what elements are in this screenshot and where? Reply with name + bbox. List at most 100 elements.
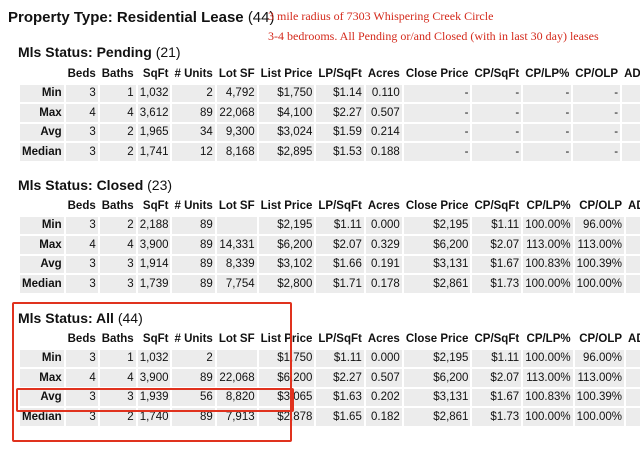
column-header: LP/SqFt	[316, 330, 364, 348]
cell: $1.66	[316, 255, 364, 273]
cell: -	[523, 123, 572, 141]
corner-cell	[20, 65, 64, 83]
cell: $1.71	[316, 275, 364, 293]
cell: 100.00%	[523, 275, 573, 293]
cell: 3,900	[137, 236, 171, 254]
cell: 8	[626, 275, 640, 293]
cell: $1,750	[258, 84, 315, 102]
cell: 0.182	[365, 408, 402, 426]
cell: -	[472, 84, 522, 102]
cell: $1.67	[472, 255, 522, 273]
row-label: Min	[20, 349, 64, 367]
cell: 9,300	[216, 123, 257, 141]
cell: 100.39%	[574, 255, 625, 273]
column-header: # Units	[172, 330, 215, 348]
column-header: Beds	[65, 197, 98, 215]
row-label: Median	[20, 275, 64, 293]
column-header: ADOM	[626, 197, 640, 215]
cell: 113.00%	[574, 369, 625, 387]
cell: 1	[99, 84, 136, 102]
column-header: CP/LP%	[523, 197, 573, 215]
data-row: Max 4 4 3,900 89 22,068 $6,200 $2.27 0.507 $6,200…	[20, 369, 640, 387]
cell: 4	[99, 104, 136, 122]
cell: 0.214	[365, 123, 402, 141]
column-header: List Price	[258, 330, 315, 348]
cell: 22,068	[216, 104, 257, 122]
cell: $1.67	[472, 388, 522, 406]
corner-cell	[20, 330, 64, 348]
cell: 2	[622, 84, 640, 102]
cell: 0.000	[365, 216, 402, 234]
cell: 0.188	[365, 143, 402, 161]
cell: 12	[172, 143, 215, 161]
cell: -	[573, 104, 621, 122]
cell: 3	[65, 123, 98, 141]
cell: 4	[65, 104, 98, 122]
column-header: Baths	[99, 197, 136, 215]
cell: -	[573, 123, 621, 141]
cell: 3	[65, 275, 98, 293]
cell: 3	[65, 84, 98, 102]
column-header: Baths	[99, 65, 136, 83]
data-row: Median 3 2 1,740 89 7,913 $2,878 $1.65 0.182 $2,8…	[20, 408, 640, 426]
row-label: Min	[20, 216, 64, 234]
cell: 1,939	[137, 388, 171, 406]
cell: 22,068	[216, 369, 257, 387]
cell: 89	[172, 275, 215, 293]
cell: $2,861	[403, 408, 471, 426]
cell: 0.110	[365, 84, 402, 102]
section-count: (44)	[117, 310, 143, 326]
title-count: (44)	[247, 9, 275, 26]
column-header: CP/LP%	[523, 330, 573, 348]
data-row: Median 3 3 1,739 89 7,754 $2,800 $1.71 0.178 $2,8…	[20, 275, 640, 293]
column-header: SqFt	[137, 330, 171, 348]
header-row: Beds Baths SqFt # Units Lot SF List Price LP/S…	[20, 197, 640, 215]
section-count: (23)	[147, 177, 173, 193]
cell: $1.11	[472, 349, 522, 367]
stats-table: Beds Baths SqFt # Units Lot SF List Price LP/S…	[18, 63, 640, 163]
column-header: SqFt	[137, 197, 171, 215]
cell: $1,750	[258, 349, 315, 367]
cell: $3,131	[403, 255, 471, 273]
cell: 3	[65, 388, 98, 406]
column-header: Acres	[365, 197, 402, 215]
column-header: CP/OLP	[574, 197, 625, 215]
cell: $3,131	[403, 388, 471, 406]
table-body: Beds Baths SqFt # Units Lot SF List Price LP/S…	[20, 330, 640, 426]
section-title: Mls Status: Pending (21)	[18, 44, 181, 60]
cell: $4,100	[258, 104, 315, 122]
data-row: Avg 3 3 1,939 56 8,820 $3,065 $1.63 0.202 $3,131 $…	[20, 388, 640, 406]
column-header: CP/OLP	[574, 330, 625, 348]
section-count: (21)	[155, 44, 181, 60]
cell: $2.27	[316, 104, 364, 122]
cell: 100.83%	[523, 255, 573, 273]
cell: 66	[626, 236, 640, 254]
cell: $2,195	[403, 216, 471, 234]
cell: 2	[172, 84, 215, 102]
cell: 3,900	[137, 369, 171, 387]
column-header: List Price	[258, 65, 315, 83]
cell: 318	[622, 104, 640, 122]
cell: 100.00%	[574, 408, 625, 426]
data-row: Avg 3 3 1,914 89 8,339 $3,102 $1.66 0.191 $3,131 $…	[20, 255, 640, 273]
cell: 89	[172, 408, 215, 426]
cell: -	[403, 84, 471, 102]
cell: $3,102	[258, 255, 315, 273]
cell: 3	[65, 349, 98, 367]
note: 3-4 bedrooms. All Pending or/and Closed …	[268, 29, 599, 43]
row-label: Median	[20, 408, 64, 426]
cell: $1.59	[316, 123, 364, 141]
cell: 2	[99, 216, 136, 234]
stats-table: Beds Baths SqFt # Units Lot SF List Price LP/S…	[18, 328, 640, 428]
data-row: Median 3 2 1,741 12 8,168 $2,895 $1.53 0.188- - - -…	[20, 143, 640, 161]
cell: $1.53	[316, 143, 364, 161]
cell: 3,612	[137, 104, 171, 122]
cell: 100.00%	[523, 349, 573, 367]
cell: $3,024	[258, 123, 315, 141]
cell: 2,188	[137, 216, 171, 234]
cell: 3	[99, 255, 136, 273]
cell: 100.00%	[523, 216, 573, 234]
cell: $2.07	[472, 236, 522, 254]
